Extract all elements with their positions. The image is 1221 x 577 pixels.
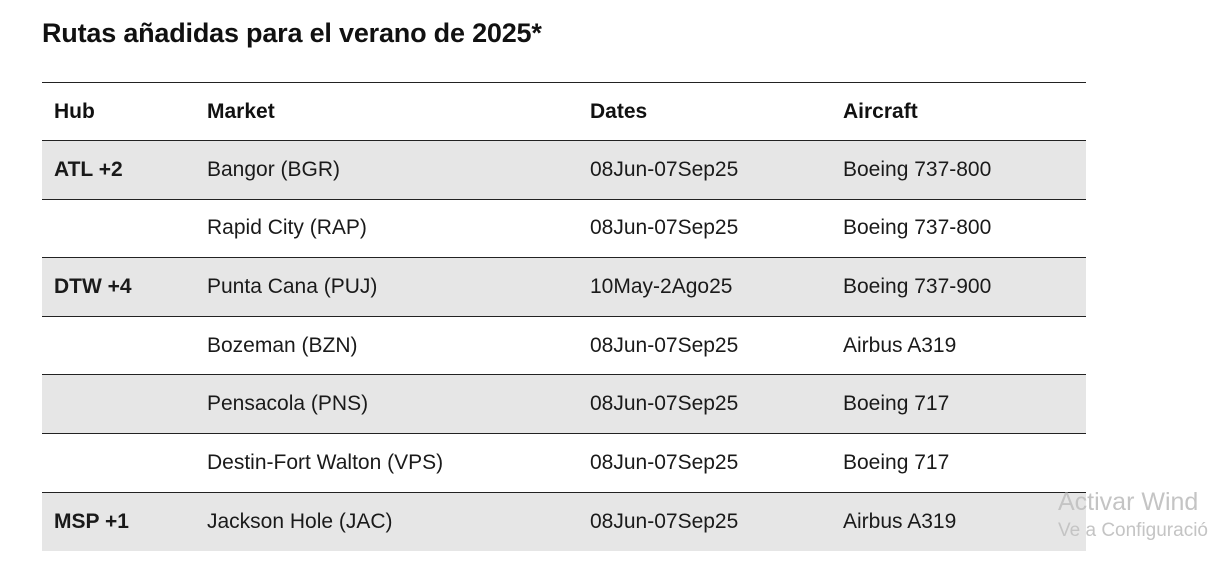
cell-dates: 08Jun-07Sep25 [590,216,739,240]
header-aircraft: Aircraft [831,82,1086,141]
cell-dates: 08Jun-07Sep25 [590,333,739,357]
cell-hub: DTW +4 [54,274,132,298]
table-row: ATL +2 Bangor (BGR) 08Jun-07Sep25 Boeing… [42,140,1086,200]
cell-market: Jackson Hole (JAC) [207,509,393,533]
cell-market: Pensacola (PNS) [207,392,369,416]
cell-market: Punta Cana (PUJ) [207,274,378,298]
cell-dates: 08Jun-07Sep25 [590,157,739,181]
table-row: Pensacola (PNS) 08Jun-07Sep25 Boeing 717 [42,374,1086,434]
cell-market: Rapid City (RAP) [207,216,367,240]
table-header-row: Hub Market Dates Aircraft [42,82,1086,141]
cell-aircraft: Boeing 737-800 [843,216,992,240]
cell-dates: 08Jun-07Sep25 [590,392,739,416]
cell-dates: 10May-2Ago25 [590,274,733,298]
cell-aircraft: Boeing 717 [843,392,950,416]
cell-hub [42,316,195,375]
cell-aircraft: Boeing 737-900 [843,274,992,298]
routes-table: Hub Market Dates Aircraft ATL +2 Bangor … [42,82,1086,551]
cell-dates: 08Jun-07Sep25 [590,450,739,474]
cell-hub [42,199,195,258]
cell-hub: ATL +2 [54,157,123,181]
cell-dates: 08Jun-07Sep25 [590,509,739,533]
cell-aircraft: Airbus A319 [843,333,957,357]
cell-hub [42,433,195,492]
header-market: Market [195,82,578,141]
header-dates: Dates [578,82,831,141]
table-row: MSP +1 Jackson Hole (JAC) 08Jun-07Sep25 … [42,492,1086,551]
cell-market: Destin-Fort Walton (VPS) [207,450,444,474]
table-row: Bozeman (BZN) 08Jun-07Sep25 Airbus A319 [42,316,1086,375]
cell-market: Bozeman (BZN) [207,333,358,357]
cell-aircraft: Boeing 737-800 [843,157,992,181]
cell-aircraft: Airbus A319 [843,509,957,533]
cell-aircraft: Boeing 717 [843,450,950,474]
table-row: Destin-Fort Walton (VPS) 08Jun-07Sep25 B… [42,433,1086,493]
header-hub: Hub [42,82,195,141]
cell-hub [42,375,195,434]
cell-market: Bangor (BGR) [207,157,341,181]
table-row: Rapid City (RAP) 08Jun-07Sep25 Boeing 73… [42,199,1086,258]
table-row: DTW +4 Punta Cana (PUJ) 10May-2Ago25 Boe… [42,257,1086,317]
page-title: Rutas añadidas para el verano de 2025* [42,18,542,48]
cell-hub: MSP +1 [54,509,129,533]
